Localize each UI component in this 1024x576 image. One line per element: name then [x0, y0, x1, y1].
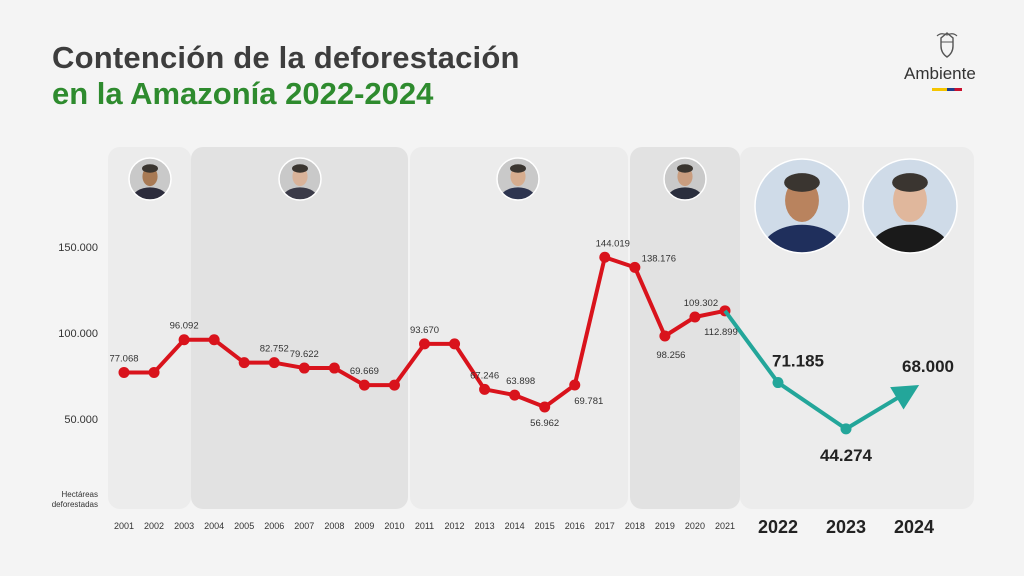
historic-point-2011 [419, 338, 430, 350]
x-tick-label-2006: 2006 [264, 521, 284, 531]
data-label-2014: 63.898 [506, 376, 535, 387]
x-tick-label-2003: 2003 [174, 521, 194, 531]
x-tick-label-2016: 2016 [565, 521, 585, 531]
period-band [108, 147, 191, 509]
x-tick-label-2001: 2001 [114, 521, 134, 531]
data-label-2019: 98.256 [656, 350, 685, 361]
historic-point-2017 [599, 251, 611, 263]
page-title-line2: en la Amazonía 2022-2024 [52, 76, 434, 111]
flag-icon [932, 88, 962, 91]
x-tick-label-2013: 2013 [475, 521, 495, 531]
x-tick-label-2015: 2015 [535, 521, 555, 531]
historic-point-2015 [539, 401, 551, 413]
historic-point-2004 [208, 334, 220, 346]
data-label-2003: 96.092 [170, 321, 199, 332]
x-tick-label-2021: 2021 [715, 521, 735, 531]
period-band [191, 147, 408, 509]
x-tick-label-2018: 2018 [625, 521, 645, 531]
y-tick-label: 150.000 [58, 242, 98, 254]
projection-label-2022: 71.185 [772, 352, 824, 371]
y-tick-label: 50.000 [64, 414, 98, 426]
historic-point-2007 [298, 362, 310, 374]
historic-point-2012 [449, 338, 461, 350]
data-label-2001: 77.068 [109, 353, 138, 364]
data-label-2020: 109.302 [684, 298, 718, 309]
x-tick-label-2011: 2011 [415, 521, 434, 531]
data-label-2013: 67.246 [470, 370, 499, 381]
leader-portrait-1 [128, 157, 172, 201]
x-tick-label-2009: 2009 [354, 521, 374, 531]
x-tick-label-2024: 2024 [894, 517, 934, 537]
historic-point-2020 [689, 311, 701, 323]
leader-portrait-5 [754, 158, 850, 254]
page-title-line1: Contención de la deforestación [52, 40, 520, 75]
data-label-2007: 79.622 [290, 349, 319, 360]
historic-point-2010 [388, 379, 400, 391]
historic-point-2008 [328, 362, 340, 374]
historic-point-2019 [659, 330, 671, 342]
x-tick-label-2005: 2005 [234, 521, 254, 531]
historic-point-2001 [118, 366, 130, 378]
x-tick-label-2010: 2010 [384, 521, 404, 531]
x-tick-label-2012: 2012 [445, 521, 465, 531]
projection-label-2024: 68.000 [902, 357, 954, 376]
x-tick-label-2008: 2008 [324, 521, 344, 531]
y-axis-label-line1: Hectáreas [62, 490, 98, 499]
projection-series-line [723, 309, 916, 431]
data-label-2015: 56.962 [530, 418, 559, 429]
x-tick-label-2004: 2004 [204, 521, 224, 531]
projection-arrow-head [890, 384, 920, 410]
historic-point-2014 [509, 389, 521, 401]
projection-point-2022 [772, 377, 784, 389]
x-tick-label-2022: 2022 [758, 517, 798, 537]
ministry-logo: Ambiente [900, 30, 1000, 94]
data-label-2018: 138.176 [642, 253, 676, 264]
data-label-2009: 69.669 [350, 366, 379, 377]
data-label-2006: 82.752 [260, 344, 289, 355]
projection-point-2023 [840, 423, 852, 435]
x-tick-label-2014: 2014 [505, 521, 525, 531]
y-axis-label-line2: deforestadas [52, 500, 98, 509]
data-label-2017: 144.019 [596, 238, 630, 249]
historic-point-2009 [358, 379, 370, 391]
x-tick-label-2019: 2019 [655, 521, 675, 531]
x-tick-label-2002: 2002 [144, 521, 164, 531]
historic-point-2016 [569, 379, 581, 391]
x-tick-label-2020: 2020 [685, 521, 705, 531]
x-tick-label-2017: 2017 [595, 521, 615, 531]
historic-point-2003 [178, 334, 190, 346]
historic-point-2006 [268, 357, 280, 369]
leader-portrait-6 [862, 158, 958, 254]
coat-of-arms-icon [936, 32, 958, 58]
y-tick-label: 100.000 [58, 328, 98, 340]
data-label-2016: 69.781 [574, 396, 603, 407]
ministry-label: Ambiente [904, 64, 976, 83]
period-band [630, 147, 740, 509]
historic-point-2013 [479, 383, 491, 395]
x-tick-label-2023: 2023 [826, 517, 866, 537]
historic-point-2005 [238, 357, 250, 369]
period-band [410, 147, 628, 509]
leader-portrait-4 [663, 157, 707, 201]
historic-point-2002 [148, 366, 160, 378]
projection-label-2023: 44.274 [820, 446, 873, 465]
x-tick-label-2007: 2007 [294, 521, 314, 531]
historic-point-2018 [629, 261, 641, 273]
leader-portrait-2 [278, 157, 322, 201]
leader-portrait-3 [496, 157, 540, 201]
data-label-2021: 112.899 [704, 327, 738, 338]
data-label-2011: 93.670 [410, 325, 439, 336]
